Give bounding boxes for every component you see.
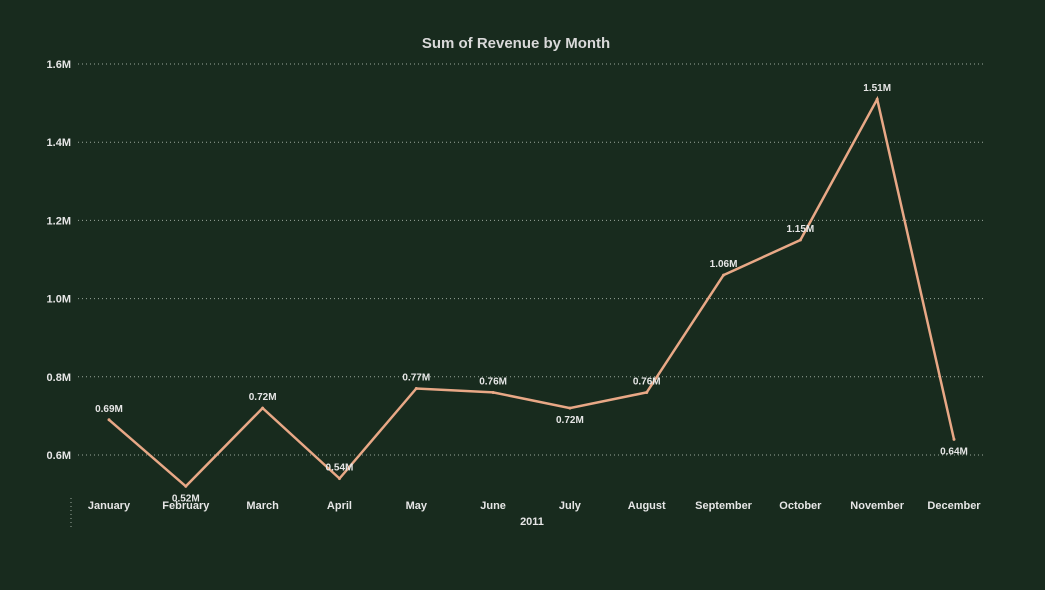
x-tick-label: April bbox=[327, 500, 352, 512]
data-label: 0.72M bbox=[249, 392, 277, 403]
data-point bbox=[798, 238, 802, 242]
x-tick-label: October bbox=[779, 500, 822, 512]
y-axis: 0.6M 0.8M 1.0M 1.2M 1.4M 1.6M bbox=[47, 59, 71, 462]
data-point bbox=[337, 476, 341, 480]
x-tick-label: September bbox=[695, 500, 753, 512]
data-label: 1.51M bbox=[863, 83, 891, 94]
data-label: 0.76M bbox=[479, 376, 507, 387]
series-revenue bbox=[107, 95, 956, 489]
x-axis: January February March April May June July Augu… bbox=[88, 500, 981, 512]
y-tick-label: 1.6M bbox=[47, 59, 71, 71]
y-tick-label: 0.8M bbox=[47, 372, 71, 384]
data-point bbox=[568, 406, 572, 410]
data-point bbox=[414, 387, 418, 391]
series-line bbox=[108, 95, 956, 489]
x-group-label: 2011 bbox=[520, 516, 544, 528]
data-label: 0.54M bbox=[326, 462, 354, 473]
data-label: 0.77M bbox=[402, 373, 430, 384]
data-point bbox=[107, 418, 111, 422]
data-point bbox=[645, 390, 649, 394]
x-tick-label: June bbox=[480, 500, 506, 512]
data-label: 0.72M bbox=[556, 415, 584, 426]
data-point bbox=[952, 437, 956, 441]
y-tick-label: 0.6M bbox=[47, 450, 71, 462]
gridlines bbox=[78, 63, 985, 456]
x-tick-label: November bbox=[850, 500, 905, 512]
x-tick-label: May bbox=[406, 500, 428, 512]
data-point bbox=[875, 97, 879, 101]
x-tick-label: March bbox=[246, 500, 279, 512]
data-label: 0.69M bbox=[95, 404, 123, 415]
data-label: 0.52M bbox=[172, 493, 200, 504]
x-tick-label: August bbox=[628, 500, 666, 512]
data-label: 0.64M bbox=[940, 446, 968, 457]
data-label: 0.76M bbox=[633, 376, 661, 387]
x-tick-label: January bbox=[88, 500, 131, 512]
data-label: 1.06M bbox=[710, 259, 738, 270]
x-tick-label: July bbox=[559, 500, 582, 512]
y-tick-label: 1.4M bbox=[47, 137, 71, 149]
data-point bbox=[184, 484, 188, 488]
x-tick-label: December bbox=[927, 500, 981, 512]
y-tick-label: 1.2M bbox=[47, 215, 71, 227]
chart-title: Sum of Revenue by Month bbox=[422, 35, 610, 52]
data-point bbox=[722, 273, 726, 277]
data-labels: 0.69M 0.52M 0.72M 0.54M 0.77M 0.76M 0.72M 0.76M… bbox=[95, 83, 968, 504]
x-tick-label: February bbox=[162, 500, 210, 512]
data-point bbox=[491, 390, 495, 394]
data-label: 1.15M bbox=[786, 224, 814, 235]
data-point bbox=[261, 406, 265, 410]
y-tick-label: 1.0M bbox=[47, 294, 71, 306]
